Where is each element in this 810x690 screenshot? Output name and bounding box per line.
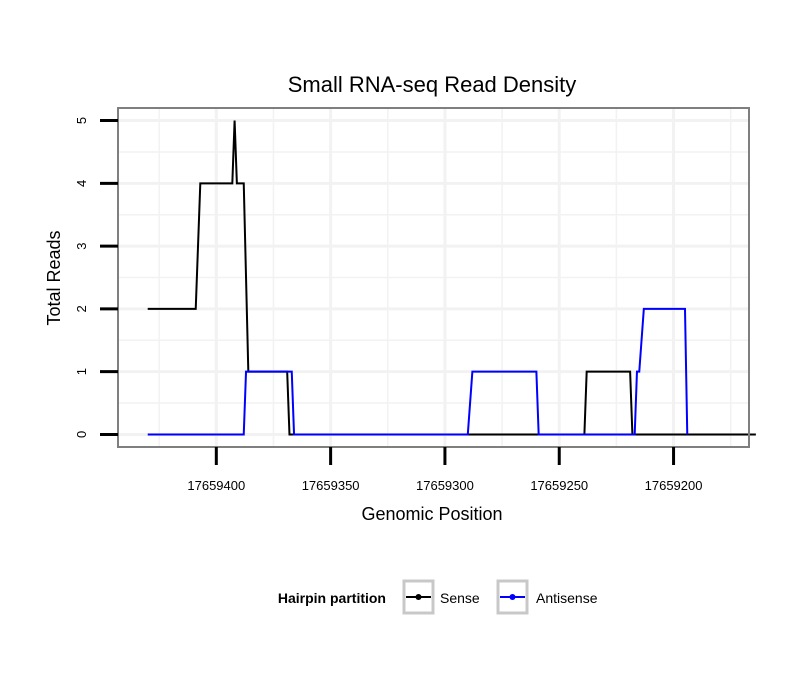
legend-point-sense — [415, 594, 422, 600]
legend-point-antisense — [509, 594, 516, 600]
y-tick-label: 2 — [74, 305, 89, 312]
legend-label-antisense: Antisense — [536, 590, 598, 606]
plot-border — [117, 107, 750, 448]
y-axis: 0 1 2 3 4 5 — [74, 117, 118, 438]
y-axis-title: Total Reads — [44, 230, 64, 325]
legend-label-sense: Sense — [440, 590, 480, 606]
legend: Hairpin partition Sense Antisense — [278, 579, 598, 615]
series-line-antisense — [147, 307, 689, 436]
x-tick-label: 17659200 — [645, 478, 703, 493]
y-tick-label: 5 — [74, 117, 89, 124]
legend-title: Hairpin partition — [278, 590, 386, 606]
y-tick-label: 4 — [74, 180, 89, 187]
y-tick-label: 3 — [74, 242, 89, 249]
x-tick-label: 17659350 — [302, 478, 360, 493]
x-tick-label: 17659400 — [187, 478, 245, 493]
x-tick-label: 17659300 — [416, 478, 474, 493]
y-tick-label: 0 — [74, 431, 89, 438]
chart-title: Small RNA-seq Read Density — [288, 72, 577, 97]
x-axis: 17659400 17659350 17659300 17659250 17659200 — [187, 447, 702, 493]
y-tick-label: 1 — [74, 368, 89, 375]
x-axis-title: Genomic Position — [361, 504, 502, 524]
x-tick-label: 17659250 — [530, 478, 588, 493]
series-group — [147, 120, 756, 436]
grid — [118, 108, 749, 447]
